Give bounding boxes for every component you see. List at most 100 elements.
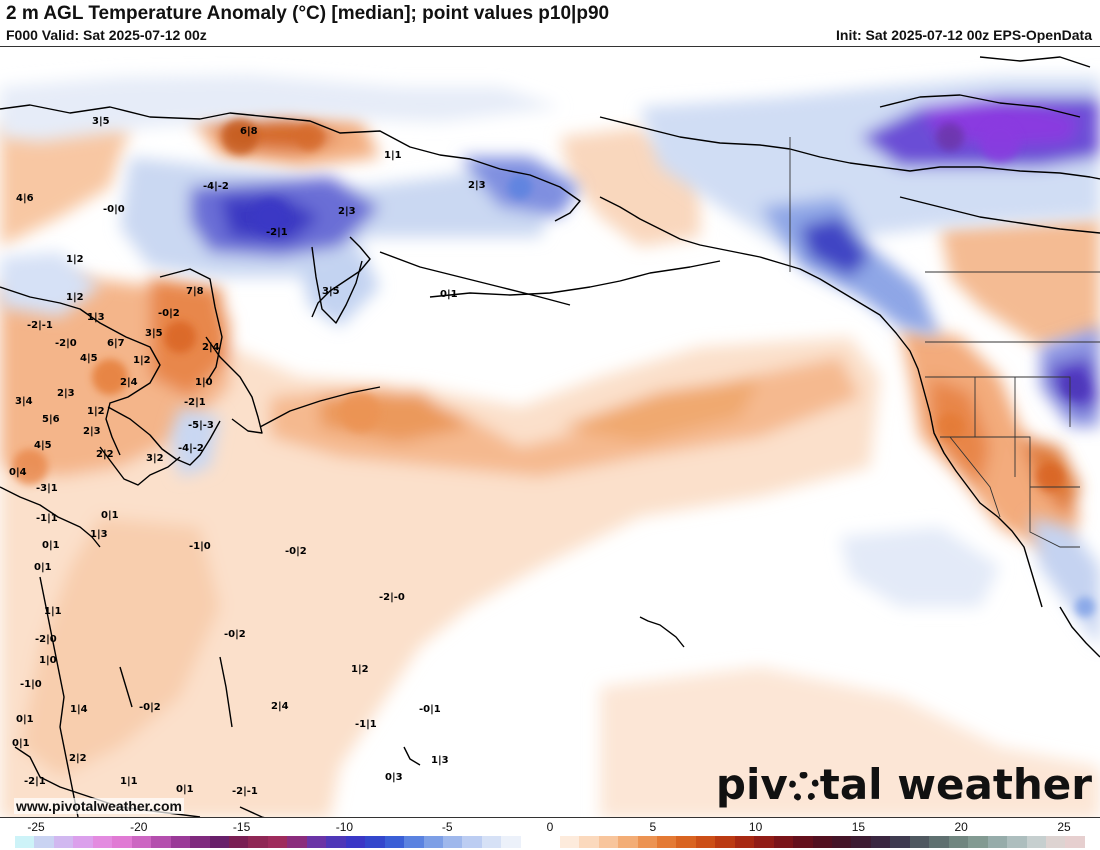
point-value: 1|4 [70, 704, 88, 715]
colorbar-tick-label: 0 [546, 820, 554, 834]
colorbar-swatch [462, 836, 482, 848]
colorbar-swatch [73, 836, 93, 848]
point-value: 1|2 [66, 254, 84, 265]
colorbar-tick-label: -20 [130, 820, 148, 834]
colorbar-swatch [404, 836, 424, 848]
colorbar-swatch [326, 836, 346, 848]
point-value: 1|1 [44, 606, 62, 617]
colorbar-swatch [423, 836, 443, 848]
point-value: -2|1 [24, 776, 46, 787]
point-value: 1|3 [431, 755, 449, 766]
colorbar-swatch [151, 836, 171, 848]
colorbar-swatch [15, 836, 35, 848]
map-canvas [0, 47, 1100, 817]
point-value: -1|0 [20, 679, 42, 690]
colorbar-swatch [559, 836, 580, 848]
point-value: 0|4 [9, 467, 27, 478]
colorbar-swatch [287, 836, 307, 848]
colorbar-tick-label: -5 [441, 820, 453, 834]
colorbar-swatch [520, 836, 541, 848]
point-value: 4|6 [16, 193, 34, 204]
political-boundaries [789, 137, 1100, 548]
anomaly-texture [12, 119, 1095, 617]
point-value: 3|2 [146, 453, 164, 464]
point-value: 0|1 [42, 540, 60, 551]
map-title: 2 m AGL Temperature Anomaly (°C) [median… [6, 3, 610, 24]
point-value: 3|5 [92, 116, 110, 127]
colorbar-swatch [306, 836, 327, 848]
point-value: 2|3 [57, 388, 75, 399]
colorbar-swatch [1026, 836, 1047, 848]
colorbar-swatch [481, 836, 502, 848]
point-value: 0|1 [440, 289, 458, 300]
colorbar-swatch [851, 836, 871, 848]
colorbar-swatch [695, 836, 716, 848]
point-value: -1|1 [36, 513, 58, 524]
point-value: -5|-3 [188, 420, 214, 431]
point-value: -4|-2 [178, 443, 204, 454]
colorbar-swatch [131, 836, 152, 848]
point-value: -2|-0 [379, 592, 405, 603]
colorbar-swatch [345, 836, 366, 848]
colorbar-tick-label: 10 [748, 820, 763, 834]
point-value: 4|5 [80, 353, 98, 364]
colorbar-swatch [909, 836, 930, 848]
colorbar-swatch [812, 836, 833, 848]
point-value: 3|4 [15, 396, 33, 407]
colorbar-swatch [968, 836, 988, 848]
point-value: 1|2 [351, 664, 369, 675]
website-url[interactable]: www.pivotalweather.com [14, 798, 184, 814]
colorbar-ticks: -25 -20 -15 -10 -5 0 5 10 15 20 25 [0, 820, 1100, 834]
colorbar-swatch [34, 836, 54, 848]
colorbar-swatch [579, 836, 599, 848]
colorbar-swatch [676, 836, 696, 848]
point-value: -2|-1 [232, 786, 258, 797]
point-value: 2|3 [468, 180, 486, 191]
warm-anomaly-field [0, 107, 1100, 817]
colorbar-tick-label: 20 [954, 820, 968, 834]
anomaly-map[interactable]: 3|5 6|8 1|1 4|6 -4|-2 -0|0 2|3 2|3 -2|1 … [0, 46, 1100, 818]
colorbar-swatch [987, 836, 1008, 848]
colorbar-swatch [1007, 836, 1027, 848]
point-value: -0|2 [158, 308, 180, 319]
point-value: 2|4 [202, 342, 220, 353]
point-value: -0|1 [419, 704, 441, 715]
colorbar-swatch [870, 836, 891, 848]
colorbar-swatch [209, 836, 229, 848]
colorbar-swatch [365, 836, 385, 848]
point-value: 6|7 [107, 338, 125, 349]
valid-time: F000 Valid: Sat 2025-07-12 00z [6, 27, 207, 43]
colorbar-swatch [248, 836, 268, 848]
colorbar-swatch [734, 836, 755, 848]
point-value: -2|-1 [27, 320, 53, 331]
point-value: -0|0 [103, 204, 125, 215]
colorbar-swatch [112, 836, 132, 848]
point-value: 3|5 [322, 286, 340, 297]
colorbar-swatch [92, 836, 113, 848]
gear-icon [788, 772, 819, 802]
point-value: -0|2 [224, 629, 246, 640]
colorbar-swatch [754, 836, 774, 848]
colorbar-tick-label: -15 [232, 820, 251, 834]
point-value: 2|3 [338, 206, 356, 217]
point-value: 1|0 [195, 377, 213, 388]
colorbar-swatch [793, 836, 813, 848]
point-value: -3|1 [36, 483, 58, 494]
point-value: 0|1 [176, 784, 194, 795]
colorbar-swatch [929, 836, 949, 848]
point-value: -2|1 [266, 227, 288, 238]
colorbar-swatch [442, 836, 463, 848]
header: 2 m AGL Temperature Anomaly (°C) [median… [0, 0, 1100, 46]
colorbar-swatches [15, 836, 1085, 848]
point-value: 1|0 [39, 655, 57, 666]
colorbar-swatch [598, 836, 619, 848]
point-value: 0|1 [16, 714, 34, 725]
point-value: 3|5 [145, 328, 163, 339]
point-value: 2|2 [69, 753, 87, 764]
point-value: 2|3 [83, 426, 101, 437]
colorbar-swatch [773, 836, 794, 848]
point-value: -2|0 [55, 338, 77, 349]
point-value: 2|2 [96, 449, 114, 460]
point-value: 0|1 [12, 738, 30, 749]
colorbar-swatch [890, 836, 910, 848]
